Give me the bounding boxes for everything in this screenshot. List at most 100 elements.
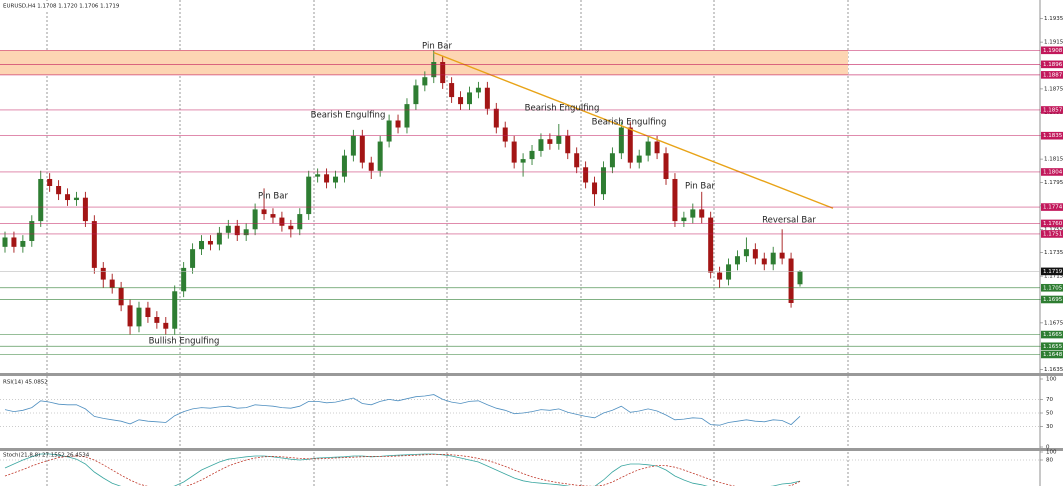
candle-body <box>752 249 758 259</box>
candle-body <box>324 174 330 183</box>
candle-body <box>618 127 624 154</box>
candle-body <box>770 252 776 265</box>
candle-body <box>297 214 303 230</box>
price-level-tag <box>1041 295 1063 304</box>
candle-body <box>422 77 428 86</box>
candle-body <box>270 214 276 218</box>
candle-body <box>190 249 196 268</box>
price-level-label: 1.1719 <box>1043 269 1063 275</box>
candle-body <box>565 135 571 154</box>
candle-body <box>73 197 79 201</box>
y-tick-label: 1.1795 <box>1044 180 1063 186</box>
chart-title: EURUSD,H4 1.1708 1.1720 1.1706 1.1719 <box>3 4 120 10</box>
candle-body <box>556 135 562 144</box>
candle-body <box>779 252 785 259</box>
candle-body <box>136 307 142 327</box>
candle-body <box>547 139 553 144</box>
candle-body <box>574 153 580 168</box>
candle-body <box>181 267 187 292</box>
candle-body <box>663 153 669 179</box>
candle-body <box>538 139 544 151</box>
candle-body <box>333 176 339 183</box>
candle-body <box>207 240 213 245</box>
price-level-label: 1.1760 <box>1043 221 1063 227</box>
candle-body <box>56 186 62 195</box>
price-level-tag <box>1041 350 1063 359</box>
price-level-label: 1.1908 <box>1043 48 1063 54</box>
candle-body <box>672 178 678 222</box>
candle-body <box>199 240 205 250</box>
price-level-tag <box>1041 342 1063 351</box>
candle-body <box>172 291 178 329</box>
candle-body <box>600 167 606 195</box>
y-tick-label: 100 <box>1046 450 1057 456</box>
price-level-label: 1.1665 <box>1043 332 1063 338</box>
price-level-tag <box>1041 106 1063 114</box>
candle-body <box>797 271 803 285</box>
indicator-line <box>4 453 801 486</box>
pattern-annotation: Bullish Engulfing <box>149 337 220 347</box>
candle-body <box>395 120 401 128</box>
candle-body <box>38 178 44 222</box>
candle-body <box>466 92 472 105</box>
candle-body <box>386 120 392 142</box>
candle-body <box>341 155 347 177</box>
price-level-tag <box>1041 60 1063 69</box>
price-level-tag <box>1041 230 1063 238</box>
y-tick-label: 0 <box>1046 445 1050 451</box>
price-level-label: 1.1695 <box>1043 297 1063 303</box>
candle-body <box>127 305 133 327</box>
candle-body <box>431 62 437 78</box>
y-tick-label: 70 <box>1046 397 1053 403</box>
price-level-label: 1.1751 <box>1043 231 1062 237</box>
candle-body <box>493 108 499 128</box>
price-level-tag <box>1041 330 1063 339</box>
candle-body <box>377 141 383 171</box>
candle-body <box>82 197 88 222</box>
candle-body <box>717 272 723 280</box>
pattern-annotation: Pin Bar <box>685 182 715 192</box>
candle-body <box>636 155 642 163</box>
candle-body <box>315 174 321 177</box>
candle-body <box>449 83 455 98</box>
candle-body <box>145 307 151 318</box>
price-level-label: 1.1857 <box>1043 107 1063 113</box>
pattern-annotation: Bearish Engulfing <box>311 111 386 121</box>
candle-body <box>654 141 660 154</box>
price-level-tag <box>1041 71 1063 79</box>
y-tick-label: 1.1755 <box>1044 227 1063 233</box>
candle-body <box>520 159 526 163</box>
candle-body <box>20 240 26 247</box>
candle-body <box>216 232 222 245</box>
candle-body <box>788 258 794 303</box>
price-level-label: 1.1804 <box>1043 169 1063 175</box>
y-tick-label: 1.1915 <box>1044 40 1063 46</box>
indicator-title: Stoch(21,8,8) 27.1552 26.4534 <box>3 453 90 459</box>
indicator-line <box>4 454 801 486</box>
candle-body <box>690 209 696 218</box>
y-tick-label: 1.1875 <box>1044 86 1063 92</box>
candle-body <box>359 135 365 163</box>
candle-body <box>100 267 106 280</box>
indicator-title: RSI(14) 45.0852 <box>3 380 48 386</box>
candle-body <box>11 237 17 247</box>
candle-body <box>288 225 294 230</box>
candle-body <box>2 237 8 247</box>
candle-body <box>475 87 481 93</box>
candle-body <box>413 85 419 105</box>
candle-body <box>47 178 53 186</box>
candle-body <box>261 209 267 215</box>
y-tick-label: 1.1935 <box>1044 16 1063 22</box>
candle-body <box>529 150 535 160</box>
candle-body <box>699 209 705 218</box>
price-level-tag <box>1041 46 1063 55</box>
price-level-tag <box>1041 283 1063 292</box>
price-plot <box>0 50 848 335</box>
pattern-annotation: Pin Bar <box>258 192 288 202</box>
indicator-line <box>4 394 801 426</box>
candle-body <box>29 221 35 241</box>
candle-body <box>234 225 240 236</box>
y-tick-label: 50 <box>1046 411 1053 417</box>
